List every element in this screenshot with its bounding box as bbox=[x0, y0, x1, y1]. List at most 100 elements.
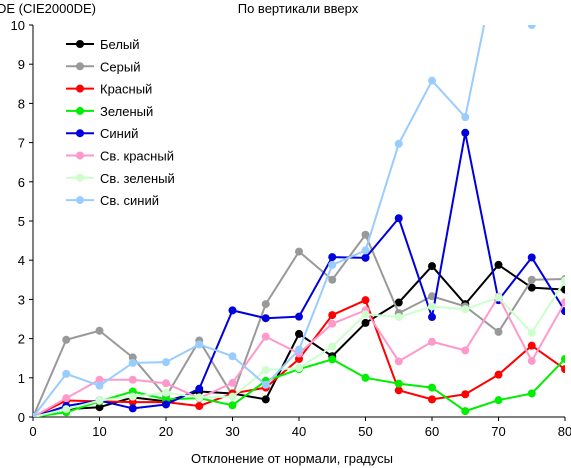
x-tick-label: 70 bbox=[491, 424, 505, 439]
legend-item: Синий bbox=[66, 126, 138, 141]
y-tick-label: 2 bbox=[18, 332, 25, 347]
data-point bbox=[494, 396, 503, 405]
data-point bbox=[394, 298, 403, 307]
legend-label: Белый bbox=[100, 37, 140, 52]
x-tick-label: 30 bbox=[225, 424, 239, 439]
legend-swatch-marker bbox=[76, 84, 84, 93]
data-point bbox=[394, 357, 403, 366]
data-point bbox=[527, 275, 536, 284]
y-tick-label: 7 bbox=[18, 136, 25, 151]
data-point bbox=[394, 386, 403, 395]
data-point bbox=[228, 306, 237, 315]
data-point bbox=[261, 395, 270, 404]
data-point bbox=[328, 311, 337, 320]
data-point bbox=[228, 352, 237, 361]
legend-swatch-marker bbox=[76, 40, 84, 48]
x-tick-label: 60 bbox=[425, 424, 439, 439]
data-point bbox=[361, 253, 370, 262]
x-tick-label: 50 bbox=[358, 424, 372, 439]
y-tick-label: 4 bbox=[18, 253, 25, 268]
data-point bbox=[195, 384, 204, 393]
data-point bbox=[527, 283, 536, 292]
data-point bbox=[261, 365, 270, 374]
data-point bbox=[128, 404, 137, 413]
data-point bbox=[228, 401, 237, 410]
data-point bbox=[527, 341, 536, 350]
data-point bbox=[295, 345, 303, 354]
data-point bbox=[228, 392, 237, 401]
data-point bbox=[228, 378, 237, 387]
legend-item: Серый bbox=[66, 59, 140, 74]
data-point bbox=[128, 392, 137, 401]
y-axis-title: DE (CIE2000DE) bbox=[0, 1, 96, 16]
y-tick-label: 9 bbox=[18, 57, 25, 72]
data-point bbox=[428, 395, 436, 404]
data-point bbox=[361, 318, 370, 327]
data-point bbox=[162, 400, 170, 409]
data-point bbox=[295, 312, 303, 321]
data-point bbox=[428, 292, 436, 301]
data-point bbox=[128, 353, 137, 362]
legend: Белый Серый Красный Зеленый Синий Св. красный… bbox=[66, 37, 175, 208]
x-axis-title: Отклонение от нормали, градусы bbox=[191, 451, 393, 466]
data-point bbox=[62, 394, 71, 403]
data-point bbox=[128, 398, 137, 407]
data-point bbox=[195, 340, 204, 349]
legend-swatch-marker bbox=[76, 173, 84, 182]
data-point bbox=[561, 354, 565, 363]
data-point bbox=[62, 369, 71, 378]
data-point bbox=[561, 276, 565, 285]
x-tick-label: 0 bbox=[29, 424, 36, 439]
data-point bbox=[461, 128, 470, 137]
data-point bbox=[561, 285, 565, 294]
data-point bbox=[461, 113, 470, 122]
data-point bbox=[62, 335, 71, 344]
axes: 0 1 2 3 4 5 6 7 8 9 10 0 10 20 30 40 50 60 70 80 bbox=[11, 18, 571, 439]
x-tick-label: 10 bbox=[92, 424, 106, 439]
data-point bbox=[162, 358, 170, 367]
legend-swatch-marker bbox=[76, 196, 84, 205]
x-tick-label: 20 bbox=[159, 424, 173, 439]
data-point bbox=[461, 390, 470, 399]
data-point bbox=[328, 355, 337, 364]
legend-label: Св. зеленый bbox=[100, 171, 175, 186]
data-point bbox=[261, 300, 270, 309]
legend-item: Белый bbox=[66, 37, 140, 52]
x-tick-label: 80 bbox=[558, 424, 571, 439]
data-point bbox=[494, 293, 503, 302]
data-point bbox=[394, 214, 403, 223]
data-point bbox=[261, 380, 270, 389]
legend-swatch-marker bbox=[76, 129, 84, 138]
data-point bbox=[428, 313, 436, 322]
series-1 bbox=[33, 260, 565, 417]
data-point bbox=[128, 375, 137, 384]
data-point bbox=[195, 393, 204, 402]
series-8 bbox=[33, 25, 536, 417]
data-point bbox=[527, 389, 536, 398]
data-point bbox=[328, 342, 337, 351]
data-point bbox=[494, 260, 503, 269]
data-point bbox=[328, 253, 337, 262]
data-point bbox=[128, 358, 137, 367]
data-point bbox=[261, 332, 270, 341]
legend-swatch-marker bbox=[76, 106, 84, 115]
y-tick-label: 3 bbox=[18, 292, 25, 307]
legend-label: Синий bbox=[100, 126, 138, 141]
data-point bbox=[494, 370, 503, 379]
legend-item: Св. зеленый bbox=[66, 171, 175, 186]
legend-item: Св. синий bbox=[66, 193, 159, 208]
data-point bbox=[361, 310, 370, 319]
legend-item: Св. красный bbox=[66, 149, 174, 164]
x-tick-label: 40 bbox=[292, 424, 306, 439]
legend-label: Св. красный bbox=[100, 149, 174, 164]
y-tick-label: 10 bbox=[11, 18, 25, 33]
y-tick-label: 1 bbox=[18, 371, 25, 386]
data-point bbox=[394, 313, 403, 322]
data-point bbox=[95, 396, 104, 405]
data-point bbox=[428, 302, 436, 311]
data-point bbox=[328, 319, 337, 328]
legend-swatch-marker bbox=[76, 151, 84, 160]
data-point bbox=[461, 305, 470, 314]
legend-label: Св. синий bbox=[100, 193, 159, 208]
